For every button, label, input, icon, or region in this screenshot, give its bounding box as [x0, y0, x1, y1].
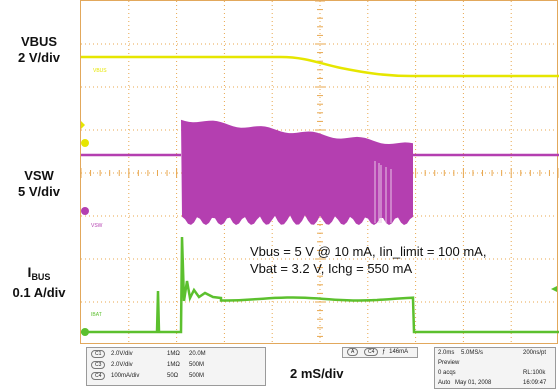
channel-impedance: 1MΩ: [167, 351, 180, 357]
vsw-label: VSW 5 V/div: [0, 168, 78, 200]
trigger-slope-icon: ƒ: [382, 349, 386, 355]
trigger-box: A C4 ƒ 146mA: [342, 347, 418, 358]
acquisition-status: Preview: [438, 360, 460, 366]
ibus-subscript: BUS: [31, 272, 51, 282]
vbus-scale: 2 V/div: [18, 50, 60, 65]
channel-markers: [81, 121, 557, 336]
acquisition-mode: Auto: [438, 380, 451, 386]
vbus-name: VBUS: [20, 34, 58, 49]
scope-display: VBUS VSW IBAT: [80, 0, 559, 345]
time-per-point: 200ns/pt: [523, 350, 547, 356]
scope-footer: C1 2.0V/div 1MΩ 20.0M C3 2.0V/div 1MΩ 50…: [80, 344, 558, 389]
scope-waveforms: VBUS VSW IBAT: [81, 1, 559, 345]
trigger-level-arrow: [81, 121, 85, 129]
channel-settings-box: C1 2.0V/div 1MΩ 20.0M C3 2.0V/div 1MΩ 50…: [86, 347, 266, 386]
ibus-label: IBUS 0.1 A/div: [0, 264, 78, 301]
test-conditions: Vbus = 5 V @ 10 mA, Iin_limit = 100 mA, …: [250, 243, 486, 277]
timebase-label: 2 mS/div: [290, 366, 344, 381]
channel-impedance: 1MΩ: [167, 362, 180, 368]
ch4-marker: [81, 328, 89, 336]
ibus-waveform: [81, 236, 559, 334]
vsw-trace: [81, 119, 559, 225]
ibus-trace: [81, 236, 559, 334]
acquisition-date: May 01, 2008: [455, 380, 492, 386]
acquisition-time: 16:09:47: [523, 380, 547, 386]
conditions-line-2: Vbat = 3.2 V, Ichg = 550 mA: [250, 261, 413, 276]
conditions-line-1: Vbus = 5 V @ 10 mA, Iin_limit = 100 mA,: [250, 244, 487, 259]
channel-chip: C3: [91, 361, 106, 369]
channel-impedance: 50Ω: [167, 373, 179, 379]
trigger-source: C4: [364, 348, 379, 356]
vbus-label: VBUS 2 V/div: [0, 34, 78, 66]
vsw-tag: VSW: [91, 223, 103, 229]
vbus-trace: [81, 55, 559, 78]
right-level-arrow: [551, 286, 557, 292]
vsw-switching-burst: [181, 119, 413, 225]
vbus-tag: VBUS: [93, 68, 107, 74]
acquisition-box: 2.0ms 5.0MS/s 200ns/pt Preview 0 acqs RL…: [434, 347, 556, 389]
channel-chip: C1: [91, 350, 106, 358]
channel-bandwidth: 500M: [189, 373, 205, 379]
horizontal-scale: 2.0ms: [438, 350, 455, 356]
acquisition-count: 0 acqs: [438, 370, 456, 376]
channel-bandwidth: 500M: [189, 362, 205, 368]
ibat-tag: IBAT: [91, 312, 102, 318]
ibus-name: I: [27, 264, 32, 280]
trigger-mode: A: [347, 348, 359, 356]
ch3-marker: [81, 207, 89, 215]
channel-scale: 2.0V/div: [111, 362, 133, 368]
trigger-level: 146mA: [389, 349, 409, 355]
ibus-scale: 0.1 A/div: [12, 285, 66, 300]
vsw-name: VSW: [24, 168, 54, 183]
record-length: RL:100k: [523, 370, 546, 376]
channel-scale: 2.0V/div: [111, 351, 133, 357]
channel-scale: 100mA/div: [111, 373, 140, 379]
ch1-marker: [81, 139, 89, 147]
channel-bandwidth: 20.0M: [189, 351, 206, 357]
vsw-scale: 5 V/div: [18, 184, 60, 199]
sample-rate: 5.0MS/s: [461, 350, 484, 356]
channel-chip: C4: [91, 372, 106, 380]
